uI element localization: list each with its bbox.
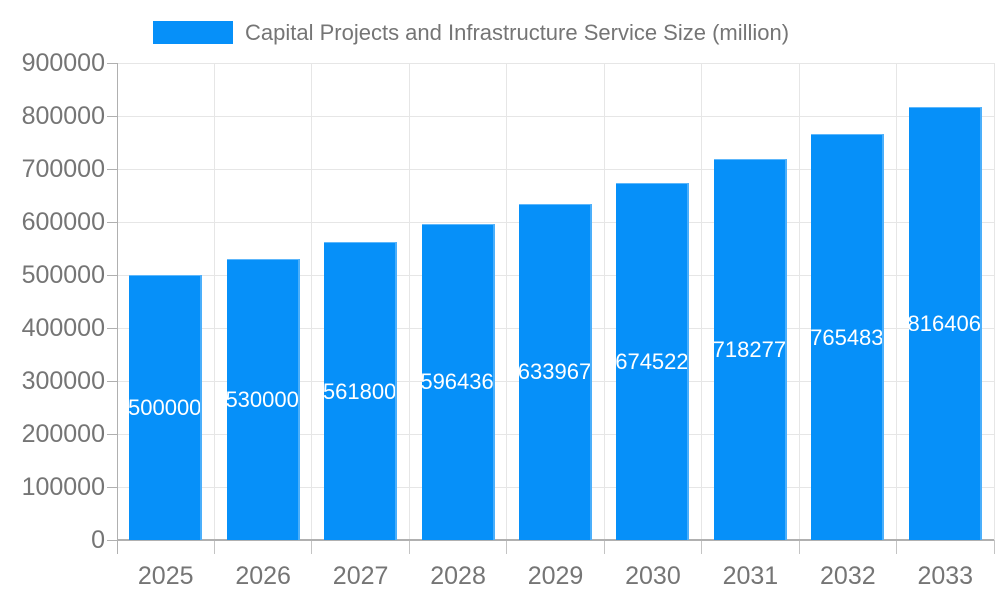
gridline-vertical [408, 63, 410, 540]
y-axis-label: 800000 [21, 102, 105, 130]
y-axis-line [117, 63, 118, 554]
bar-2033[interactable]: 816406 [908, 107, 982, 540]
bar-value-label: 674522 [616, 348, 689, 374]
x-axis-label: 2028 [430, 562, 486, 590]
y-axis-label: 0 [91, 526, 105, 554]
x-axis-tick [798, 540, 800, 554]
bar-value-label: 816406 [908, 311, 981, 337]
gridline-vertical [701, 63, 703, 540]
x-axis-tick [603, 540, 605, 554]
bar-value-label: 596436 [421, 369, 494, 395]
x-axis-label: 2032 [820, 562, 876, 590]
y-axis-label: 300000 [21, 367, 105, 395]
y-axis-label: 100000 [21, 473, 105, 501]
x-axis-label: 2030 [625, 562, 681, 590]
x-axis-label: 2027 [332, 562, 389, 590]
x-axis-tick [896, 540, 898, 554]
y-axis-tick [107, 115, 117, 117]
x-axis-label: 2025 [137, 562, 194, 590]
legend-label: Capital Projects and Infrastructure Serv… [245, 19, 790, 45]
bar-value-label: 530000 [226, 387, 299, 413]
bar-2031[interactable]: 718277 [713, 159, 787, 540]
x-axis-tick [311, 540, 313, 554]
bar-value-label: 633967 [519, 359, 592, 385]
bar-2032[interactable]: 765483 [811, 134, 885, 540]
gridline-vertical [311, 63, 313, 540]
bar-value-label: 500000 [129, 395, 202, 420]
x-axis-baseline [117, 539, 994, 541]
bar-2026[interactable]: 530000 [226, 259, 300, 540]
bar-value-label: 561800 [324, 378, 397, 404]
x-axis-tick [701, 540, 703, 554]
x-axis-tick [993, 540, 995, 554]
gridline-vertical [798, 63, 800, 540]
y-axis-tick [107, 221, 117, 223]
y-axis-tick [107, 486, 117, 488]
legend: Capital Projects and Infrastructure Serv… [153, 19, 790, 45]
bar-2029[interactable]: 633967 [519, 203, 592, 540]
bar-value-label: 765483 [811, 324, 884, 350]
x-axis-label: 2029 [527, 562, 584, 590]
y-axis-label: 500000 [21, 261, 105, 289]
y-axis-tick [107, 433, 117, 435]
y-axis-label: 700000 [21, 155, 105, 183]
bar-2025[interactable]: 500000 [129, 275, 203, 540]
y-axis-tick [107, 327, 117, 329]
y-axis-tick [107, 274, 117, 276]
x-axis-label: 2026 [235, 562, 291, 590]
gridline-vertical [603, 63, 605, 540]
gridline-vertical [896, 63, 898, 540]
gridline-horizontal [117, 115, 994, 117]
bar-2028[interactable]: 596436 [421, 223, 495, 540]
y-axis-label: 900000 [21, 49, 105, 77]
x-axis-label: 2031 [722, 562, 779, 590]
y-axis-tick [107, 62, 117, 64]
y-axis-label: 200000 [21, 420, 105, 448]
x-axis-label: 2033 [917, 562, 974, 590]
x-axis-tick [213, 540, 215, 554]
y-axis-tick [107, 380, 117, 382]
x-axis-tick [506, 540, 508, 554]
y-axis-label: 400000 [21, 314, 105, 342]
y-axis-tick [107, 168, 117, 170]
bar-2030[interactable]: 674522 [616, 182, 690, 540]
gridline-horizontal [117, 62, 994, 64]
gridline-vertical [213, 63, 215, 540]
gridline-vertical [993, 63, 995, 540]
gridline-vertical [506, 63, 508, 540]
legend-swatch [153, 21, 233, 44]
y-axis-tick [107, 539, 117, 541]
bar-2027[interactable]: 561800 [324, 242, 398, 540]
gridline-horizontal [117, 168, 994, 170]
x-axis-tick [408, 540, 410, 554]
bar-value-label: 718277 [713, 337, 787, 363]
y-axis-label: 600000 [21, 208, 105, 236]
